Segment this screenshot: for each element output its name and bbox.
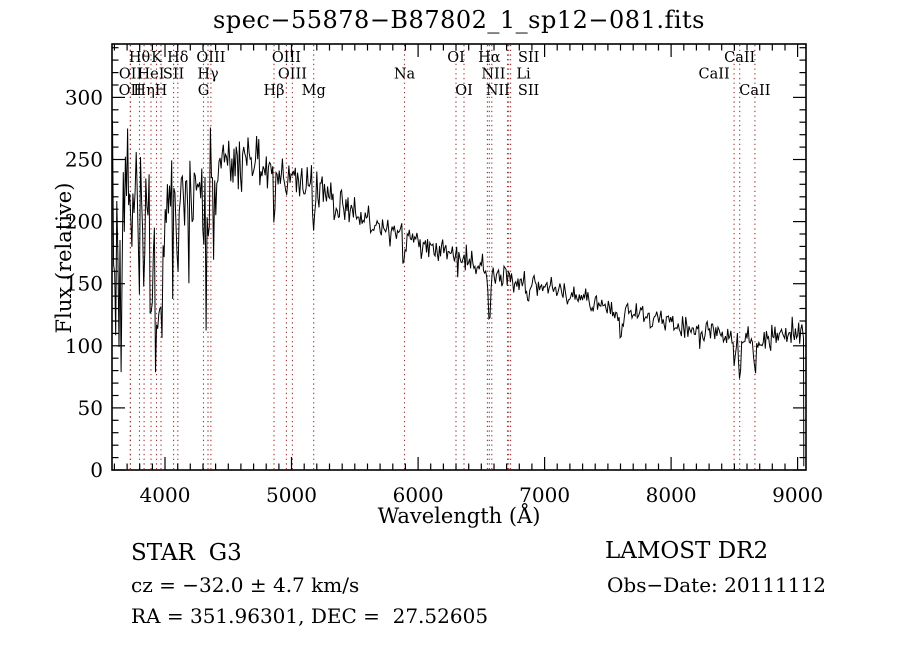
survey-label: LAMOST DR2 — [605, 538, 769, 564]
spectral-line-labels: OIIHθHηHeIKHSIIHδGHγOIIIHβOIIIOIIIMgNaOI… — [119, 50, 771, 99]
spectral-line-label: Li — [516, 67, 531, 83]
spectral-line-label: Na — [394, 67, 416, 83]
spectral-line-label: OI — [455, 83, 473, 99]
spectral-line-label: NII — [486, 83, 510, 99]
spectral-line-label: OIII — [278, 67, 307, 83]
spectral-line-label: Hα — [478, 50, 501, 66]
x-tick-label: 6000 — [393, 483, 444, 507]
obs-date-line: Obs−Date: 20111112 — [607, 573, 826, 597]
spectral-line-label: K — [151, 50, 163, 66]
y-tick-label: 250 — [65, 148, 103, 172]
spectral-line-label: OII — [119, 83, 142, 99]
y-tick-label: 100 — [65, 334, 103, 358]
spectral-line-label: SII — [163, 67, 184, 83]
spectrum-curve — [112, 120, 805, 467]
y-tick-label: 150 — [65, 272, 103, 296]
axes-layer — [111, 43, 807, 471]
subclass-label: G3 — [208, 540, 242, 566]
radec-line: RA = 351.96301, DEC = 27.52605 — [131, 604, 489, 628]
x-tick-label: 7000 — [519, 483, 570, 507]
x-tick-label: 5000 — [266, 483, 317, 507]
spectral-line-label: CaII — [698, 67, 729, 83]
spectrum-curve-layer — [112, 120, 805, 467]
x-tick-label: 4000 — [140, 483, 191, 507]
spectral-line-label: Hη — [133, 83, 154, 99]
spectral-line-label: CaII — [724, 50, 755, 66]
class-label: STAR — [131, 540, 195, 566]
y-tick-label: 200 — [65, 210, 103, 234]
spectral-line-label: CaII — [739, 83, 770, 99]
spectral-line-label: OI — [447, 50, 465, 66]
spectral-line-label: NII — [481, 67, 505, 83]
spectral-line-label: Hδ — [167, 50, 188, 66]
x-tick-label: 8000 — [646, 483, 697, 507]
spectral-line-label: OIII — [272, 50, 301, 66]
tick-labels-layer: 4000 5000 6000 7000 8000 9000 0 50 100 150 200 250 3… — [65, 85, 823, 507]
y-tick-label: 300 — [65, 85, 103, 109]
spectral-line-markers — [129, 45, 756, 469]
spectral-line-label: H — [155, 83, 168, 99]
spectral-line-label: Hβ — [263, 83, 284, 99]
y-tick-label: 50 — [78, 396, 103, 420]
x-axis-label: Wavelength (Å) — [377, 504, 541, 528]
spectral-line-label: Hθ — [129, 50, 150, 66]
spectral-line-label: HeI — [138, 67, 165, 83]
spectral-line-label: SII — [518, 50, 539, 66]
spectral-line-label: Hγ — [197, 67, 218, 83]
y-axis-label: Flux (relative) — [52, 182, 76, 334]
x-tick-label: 9000 — [772, 483, 823, 507]
plot-frame — [111, 43, 807, 471]
y-tick-label: 0 — [90, 458, 103, 482]
spectral-line-label: SII — [518, 83, 539, 99]
page-title: spec−55878−B87802_1_sp12−081.fits — [213, 6, 705, 34]
cz-line: cz = −32.0 ± 4.7 km/s — [131, 573, 360, 597]
spectral-line-label: G — [198, 83, 210, 99]
spectral-line-label: Mg — [302, 83, 326, 99]
spectral-line-label: OII — [119, 67, 142, 83]
spectral-line-label: OIII — [196, 50, 225, 66]
object-class-line: STAR G3 — [131, 540, 242, 566]
